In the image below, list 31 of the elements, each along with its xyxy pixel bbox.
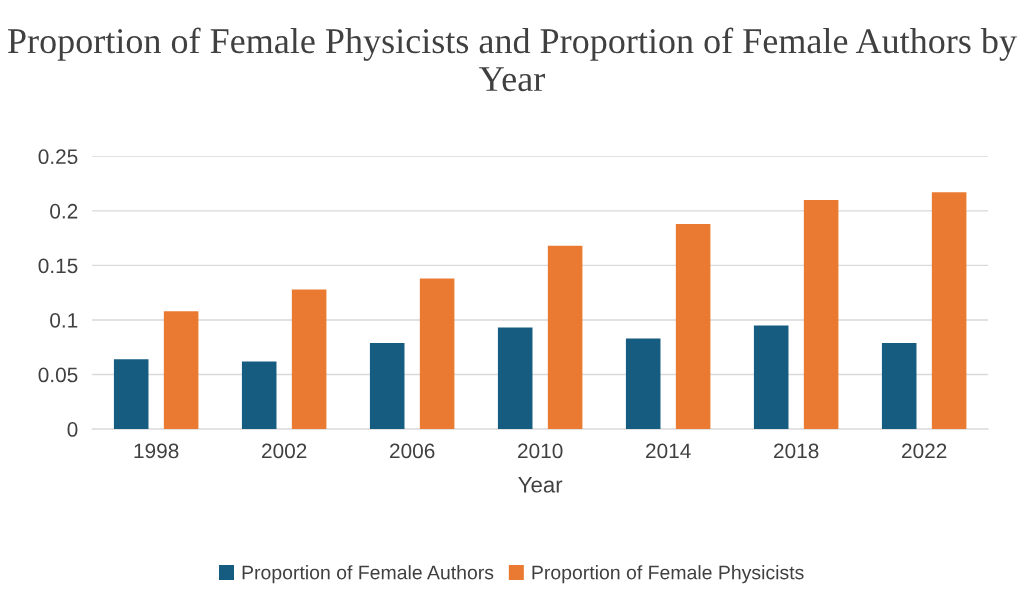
bar <box>497 327 533 430</box>
chart-title: Proportion of Female Physicists and Proportion of Female Authors by Year <box>8 27 1017 92</box>
bar <box>881 342 917 430</box>
x-tick-label: 2014 <box>646 443 691 459</box>
x-tick-label: 2002 <box>262 443 307 459</box>
y-tick-label: 0 <box>67 422 78 437</box>
y-tick-label: 0.2 <box>50 203 78 219</box>
bar <box>753 325 789 430</box>
x-tick-label: 2010 <box>518 443 563 459</box>
x-tick-label: 1998 <box>134 443 179 459</box>
bar <box>113 359 149 430</box>
bar <box>625 338 661 430</box>
legend-label: Proportion of Female Physicists <box>532 565 804 584</box>
y-tick-label: 0.25 <box>38 149 78 165</box>
y-tick-label: 0.05 <box>38 367 78 383</box>
x-tick-label: 2022 <box>902 443 947 459</box>
x-axis-title: Year <box>518 477 563 493</box>
x-tick-label: 2018 <box>774 443 819 459</box>
y-tick-label: 0.1 <box>50 312 78 328</box>
bar <box>803 199 839 430</box>
bar <box>291 289 327 430</box>
bar <box>419 278 455 430</box>
bar <box>547 245 583 430</box>
x-tick-label: 2006 <box>390 443 435 459</box>
y-tick-label: 0.15 <box>38 258 78 274</box>
bar <box>241 361 277 430</box>
bar <box>675 223 711 430</box>
bar <box>163 311 199 430</box>
bar <box>369 342 405 430</box>
bar <box>931 192 967 430</box>
legend-label: Proportion of Female Authors <box>242 565 494 584</box>
